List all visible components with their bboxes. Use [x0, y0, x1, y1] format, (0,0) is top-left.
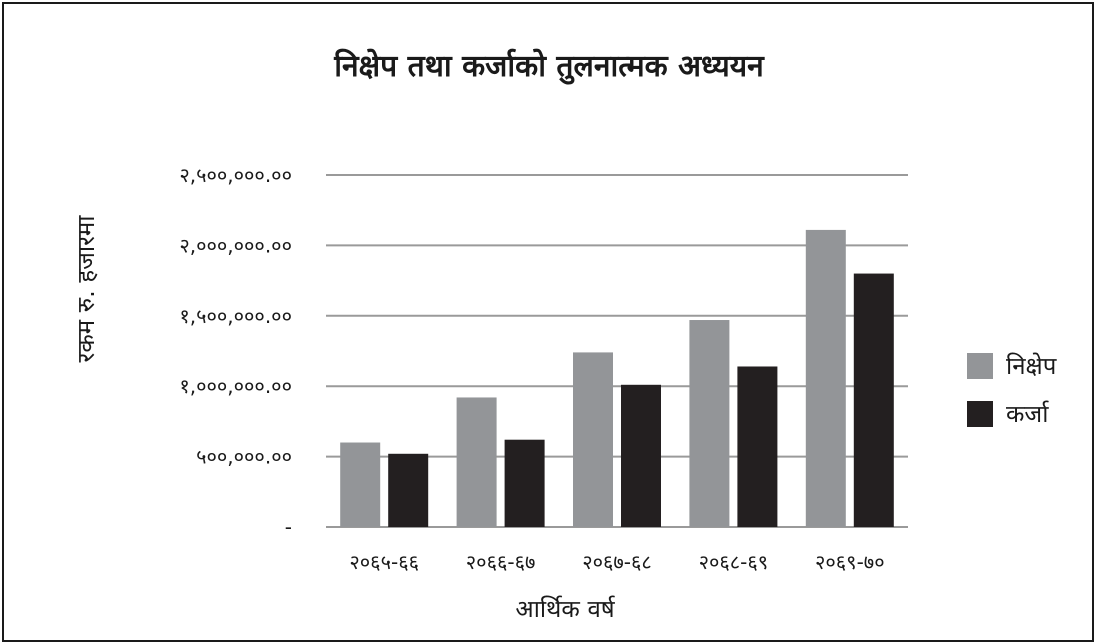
x-tick-label: २०६५-६६ [349, 550, 419, 574]
bar-deposit [340, 442, 381, 527]
y-axis-label: रकम रु. हजारमा [72, 215, 100, 363]
x-tick-labels: २०६५-६६ २०६६-६७ २०६७-६८ २०६८-६९ २०६९-७० [349, 550, 884, 574]
chart-title: निक्षेप तथा कर्जाको तुलनात्मक अध्ययन [333, 48, 765, 85]
y-tick-label: ५००,०००.०० [196, 445, 292, 469]
bar-deposit [805, 229, 846, 528]
bar-chart: निक्षेप तथा कर्जाको तुलनात्मक अध्ययन - ५०… [72, 48, 1057, 623]
bars [340, 229, 894, 528]
x-tick-label: २०६८-६९ [699, 550, 769, 574]
x-tick-label: २०६९-७० [815, 550, 885, 574]
bar-loan [621, 384, 661, 527]
bar-loan [737, 366, 778, 527]
y-tick-label: २,५००,०००.०० [179, 163, 292, 187]
y-tick-label: २,०००,०००.०० [179, 233, 292, 257]
legend-label: कर्जा [1006, 400, 1049, 428]
legend: निक्षेप कर्जा [967, 352, 1057, 428]
x-tick-label: २०६६-६७ [466, 550, 536, 574]
y-tick-label: - [285, 515, 292, 539]
bar-loan [853, 273, 894, 527]
bar-deposit [689, 320, 730, 527]
bar-deposit [456, 397, 497, 527]
bar-loan [388, 453, 429, 527]
legend-swatch [967, 353, 993, 379]
legend-label: निक्षेप [1006, 352, 1057, 380]
bar-loan [504, 439, 545, 527]
x-axis-label: आर्थिक वर्ष [515, 595, 615, 623]
legend-swatch [967, 401, 993, 427]
y-tick-label: १,५००,०००.०० [179, 304, 292, 328]
y-tick-label: १,०००,०००.०० [179, 374, 292, 398]
y-tick-labels: - ५००,०००.०० १,०००,०००.०० १,५००,०००.०० २,०००… [179, 163, 292, 539]
bar-deposit [573, 352, 613, 527]
x-tick-label: २०६७-६८ [582, 550, 652, 574]
